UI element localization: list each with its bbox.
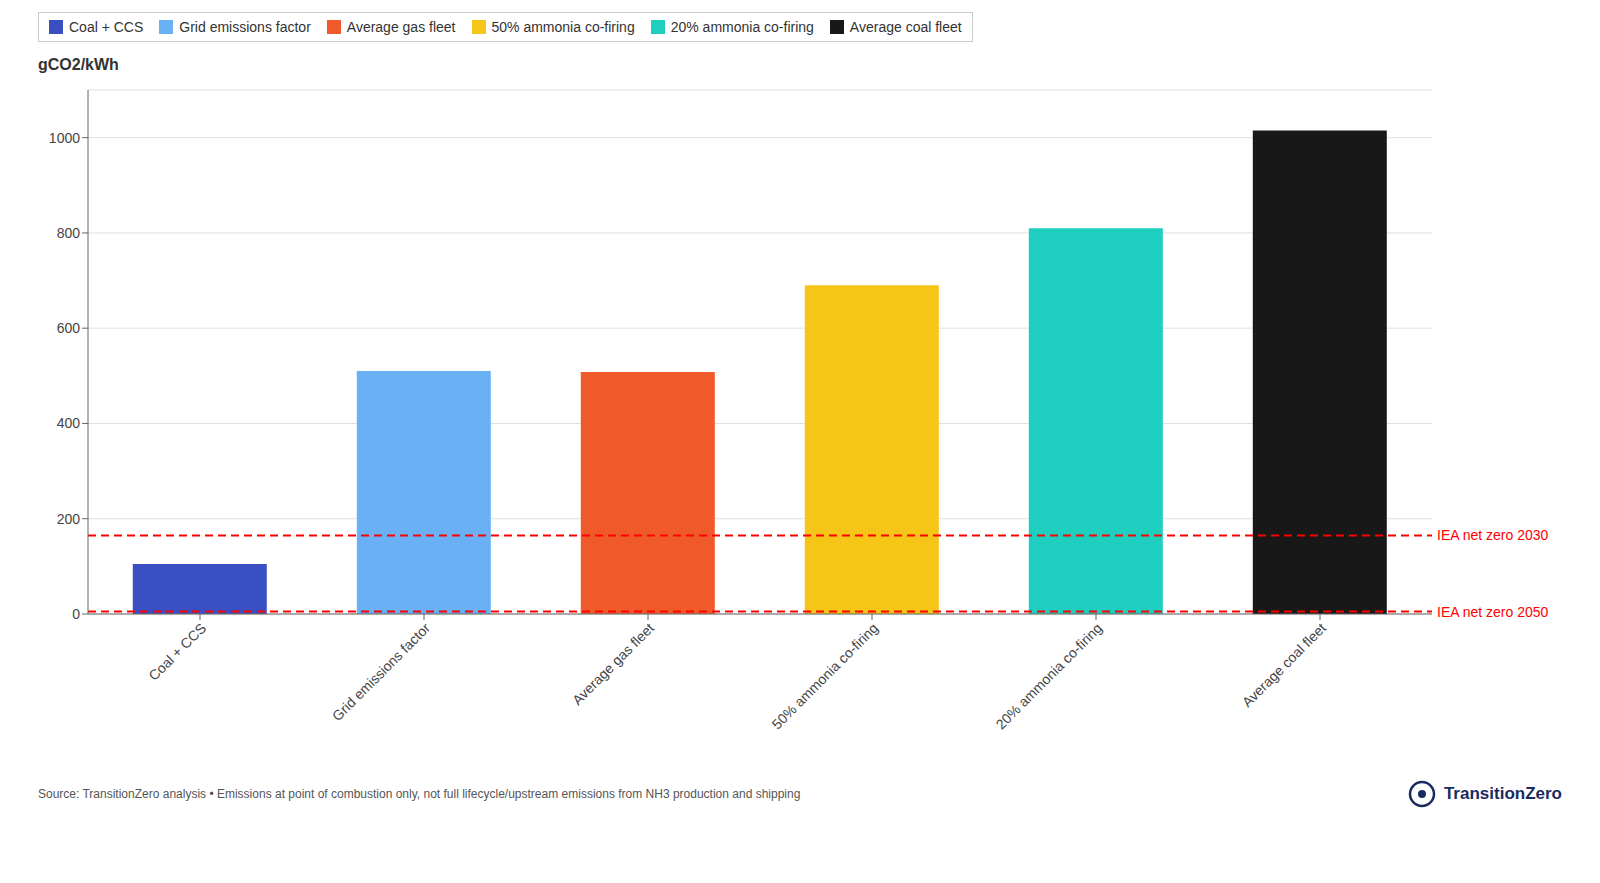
svg-text:Grid emissions factor: Grid emissions factor [329,620,434,725]
html-text:Coal + CCS: Coal + CCS [69,19,144,35]
svg-text:IEA net zero 2030: IEA net zero 2030 [1437,527,1549,543]
html-text:Grid emissions factor: Grid emissions factor [179,19,311,35]
svg-text:800: 800 [57,225,81,241]
html-text:gCO2/kWh: gCO2/kWh [38,56,119,73]
svg-text:IEA net zero 2050: IEA net zero 2050 [1437,604,1549,620]
svg-text:400: 400 [57,415,81,431]
svg-text:600: 600 [57,320,81,336]
svg-text:0: 0 [72,606,80,622]
svg-text:20% ammonia co-firing: 20% ammonia co-firing [993,620,1106,733]
html-text:50% ammonia co-firing: 50% ammonia co-firing [491,19,635,35]
html-text:Average coal fleet: Average coal fleet [849,19,962,35]
html-text:20% ammonia co-firing: 20% ammonia co-firing [670,19,814,35]
svg-text:Average gas fleet: Average gas fleet [569,620,657,708]
svg-text:200: 200 [57,511,81,527]
svg-text:Average coal fleet: Average coal fleet [1239,620,1329,710]
html-text:TransitionZero: TransitionZero [1443,784,1562,803]
html-text:Source: TransitionZero analysi: Source: TransitionZero analysis • Emissi… [38,787,801,801]
svg-text:Coal + CCS: Coal + CCS [145,620,209,684]
svg-text:1000: 1000 [49,130,80,146]
svg-text:50% ammonia co-firing: 50% ammonia co-firing [769,620,882,733]
html-text:Average gas fleet: Average gas fleet [346,19,456,35]
